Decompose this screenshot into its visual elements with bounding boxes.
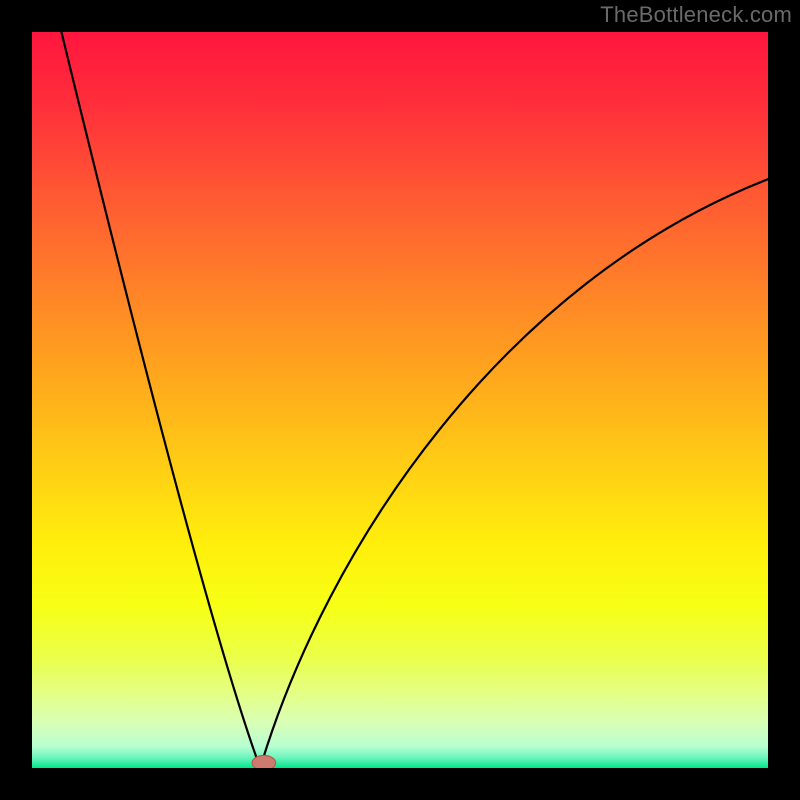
gradient-background: [32, 32, 768, 768]
minimum-marker: [252, 755, 276, 768]
chart-container: { "watermark": "TheBottleneck.com", "cha…: [0, 0, 800, 800]
plot-svg: [32, 32, 768, 768]
plot-area: [32, 32, 768, 768]
watermark-text: TheBottleneck.com: [600, 2, 792, 28]
